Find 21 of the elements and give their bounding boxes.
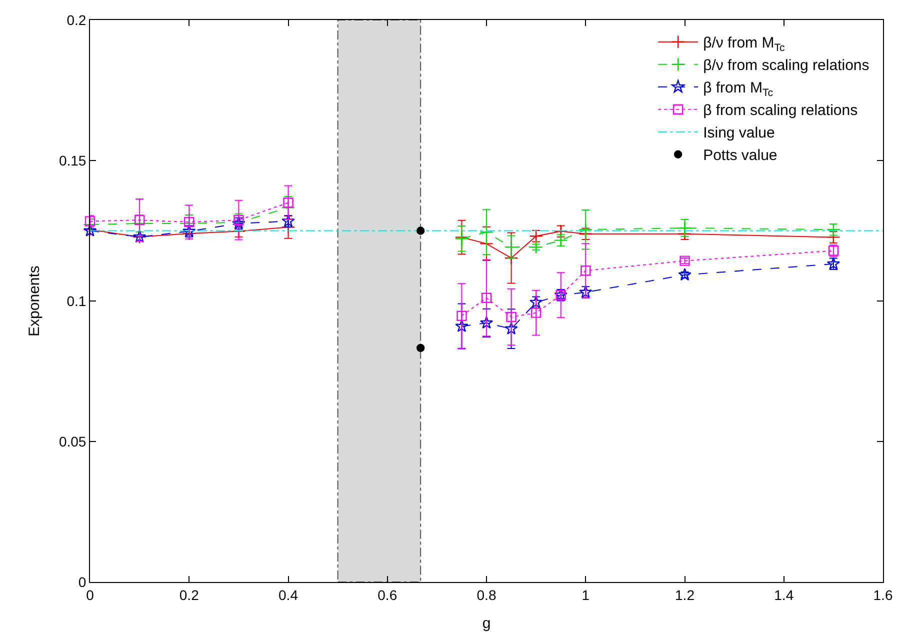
legend-label: β/ν from M$_{Tc}$ <box>703 34 785 54</box>
x-tick-label: 0.8 <box>476 586 496 603</box>
y-tick-label: 0 <box>78 574 86 590</box>
legend-label: β from M$_{Tc}$ <box>703 80 774 99</box>
y-tick-label: 0.15 <box>58 152 86 168</box>
x-tick-label: 1.6 <box>873 586 893 603</box>
y-axis-title: Exponents <box>26 266 44 336</box>
legend-label: Ising value <box>703 124 775 142</box>
y-tick-label: 0.05 <box>58 433 86 450</box>
legend-label: Potts value <box>703 147 778 164</box>
y-tick-label: 0.1 <box>66 292 86 309</box>
x-tick-label: 0.4 <box>278 586 298 603</box>
x-tick-label: 0.6 <box>378 586 398 603</box>
x-tick-label: 0.2 <box>179 586 200 603</box>
legend-label: β from scaling relations <box>703 102 858 120</box>
x-axis-title: g <box>482 614 491 632</box>
x-tick-label: 1.4 <box>774 586 794 603</box>
x-tick-label: 1 <box>582 586 590 603</box>
x-tick-label: 1.2 <box>675 586 695 603</box>
legend-label: β/ν from scaling relations <box>703 57 870 74</box>
y-tick-label: 0.2 <box>66 12 86 28</box>
